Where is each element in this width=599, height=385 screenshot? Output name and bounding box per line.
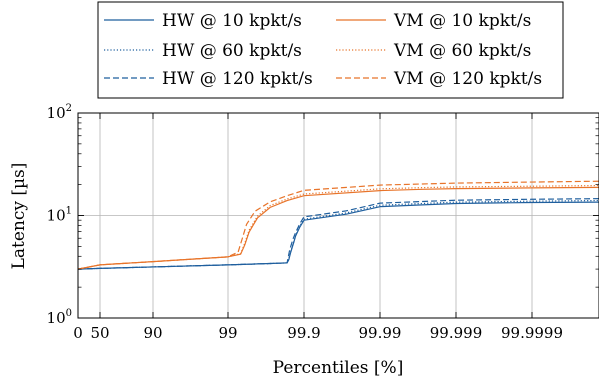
legend-label: VM @ 120 kpkt/s <box>393 69 542 89</box>
series-layer <box>78 180 599 270</box>
legend-label: HW @ 10 kpkt/s <box>162 11 302 31</box>
x-tick-label: 99.9 <box>287 324 320 342</box>
y-axis-label: Latency [µs] <box>9 163 29 270</box>
x-tick-label: 50 <box>90 324 109 342</box>
x-tick-label: 99.9999 <box>501 324 563 342</box>
legend-label: VM @ 60 kpkt/s <box>393 41 531 61</box>
series-line-3 <box>78 186 599 270</box>
series-line-1 <box>78 199 599 270</box>
series-line-2 <box>78 198 599 270</box>
y-tick-label: 101 <box>47 206 72 225</box>
legend-label: HW @ 120 kpkt/s <box>162 69 313 89</box>
legend: HW @ 10 kpkt/s VM @ 10 kpkt/s HW @ 60 kpkt… <box>97 1 564 99</box>
y-tick-label: 102 <box>47 103 72 122</box>
y-tick-label: 100 <box>47 308 72 327</box>
legend-label: HW @ 60 kpkt/s <box>162 41 302 61</box>
legend-box <box>97 1 564 99</box>
x-tick-label: 99.99 <box>359 324 402 342</box>
axes-layer: 100 101 102 0 50 90 99 99.9 99.99 99.999 99.9999 <box>47 103 599 342</box>
x-tick-label: 99.999 <box>430 324 483 342</box>
series-line-4 <box>78 184 599 270</box>
x-tick-label: 90 <box>143 324 162 342</box>
x-tick-label: 99 <box>218 324 237 342</box>
x-axis-label: Percentiles [%] <box>273 358 404 378</box>
series-line-5 <box>78 180 599 270</box>
legend-label: VM @ 10 kpkt/s <box>393 11 531 31</box>
x-tick-label: 0 <box>73 324 83 342</box>
